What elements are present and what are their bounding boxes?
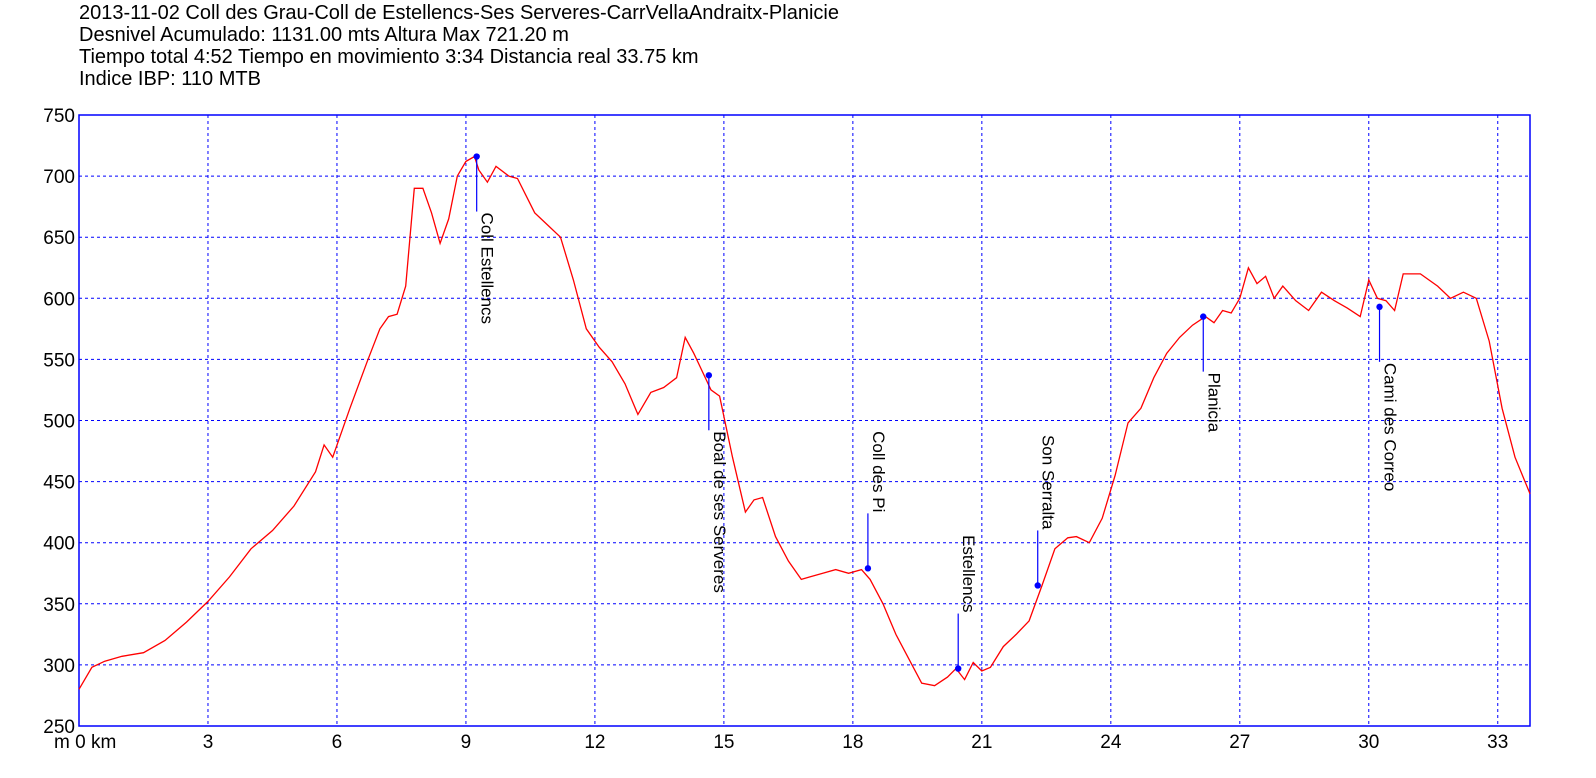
waypoint-label: Coll des Pi [869,431,888,512]
y-tick-label: 350 [43,595,75,616]
waypoint-dot [954,665,962,672]
waypoint-label: Coll Estellencs [478,213,497,325]
waypoint-dot [473,153,480,160]
waypoint-markers: Coll Estellencs Boal de ses Serveres Coll … [473,153,1400,672]
waypoint: Son Serralta [1034,435,1058,589]
y-tick-label: 400 [43,534,75,555]
waypoint-label: Boal de ses Serveres [710,431,729,593]
x-tick-label: 3 [203,732,214,753]
waypoint-dot [864,565,872,572]
x-tick-label: 24 [1100,732,1122,753]
y-tick-label: 450 [43,473,75,494]
x-tick-label: 9 [461,732,472,753]
x-tick-label: 27 [1229,732,1250,753]
waypoint-label: Planicia [1204,373,1223,433]
waypoint-dot [1200,313,1207,320]
y-tick-label: 250 [43,717,75,738]
waypoint-label: Estellencs [959,535,978,612]
x-tick-label: 33 [1487,732,1508,753]
chart-header: 2013-11-02 Coll des Grau-Coll de Estelle… [79,2,839,90]
waypoint-label: Cami des Correo [1381,363,1400,492]
y-tick-label: 600 [43,289,75,310]
waypoint-dot [1034,582,1041,589]
x-tick-label: 6 [332,732,343,753]
waypoint: Cami des Correo [1376,303,1400,492]
waypoint: Planicia [1200,313,1223,433]
waypoint-label: Son Serralta [1039,435,1058,530]
x-tick-label: 15 [713,732,734,753]
x-tick-label: m 0 km [54,732,116,753]
time-distance-summary: Tiempo total 4:52 Tiempo en movimiento 3… [79,46,699,68]
y-tick-label: 750 [43,106,75,127]
y-tick-label: 700 [43,167,75,188]
waypoint-dot [705,372,713,379]
ibp-index: Indice IBP: 110 MTB [79,68,261,90]
waypoint-dot [1376,303,1383,311]
elevation-line [78,155,1531,690]
waypoint: Boal de ses Serveres [705,372,729,593]
y-tick-label: 300 [43,656,75,677]
waypoint: Estellencs [954,535,978,672]
x-tick-label: 18 [842,732,863,753]
y-tick-label: 650 [43,228,75,249]
x-tick-label: 21 [971,732,992,753]
x-tick-label: 12 [584,732,605,753]
elevation-summary: Desnivel Acumulado: 1131.00 mts Altura M… [79,24,569,46]
x-axis-ticks: m 0 km 3 6 9 12 15 18 21 24 27 30 33 [54,732,1508,753]
x-tick-label: 30 [1358,732,1379,753]
y-axis-ticks: 250 300 350 400 450 500 550 600 650 700 750 [43,106,75,738]
chart-title: 2013-11-02 Coll des Grau-Coll de Estelle… [79,2,839,24]
y-tick-label: 550 [43,350,75,371]
plot-frame [78,114,1531,727]
grid-lines [79,115,1530,726]
y-tick-label: 500 [43,412,75,433]
waypoint: Coll Estellencs [473,153,497,325]
waypoint: Coll des Pi [864,431,888,572]
